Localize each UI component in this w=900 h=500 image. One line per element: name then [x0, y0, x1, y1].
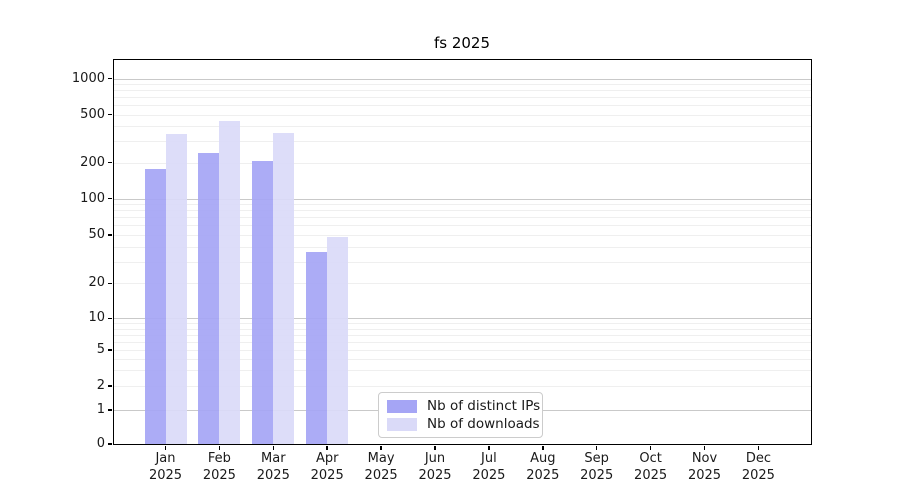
y-tick-label: 500: [80, 106, 105, 122]
legend-swatch-distinct-ips: [387, 399, 417, 413]
x-tick: [542, 445, 544, 450]
legend-swatch-downloads: [387, 417, 417, 431]
x-tick-label: Jul 2025: [472, 451, 506, 483]
x-tick: [218, 445, 221, 450]
gridline-minor: [113, 246, 811, 248]
gridline-minor: [113, 386, 811, 387]
x-tick: [164, 445, 167, 450]
bar-downloads-mar: [273, 133, 295, 444]
legend-label-distinct-ips: Nb of distinct IPs: [427, 398, 541, 414]
x-tick-label: Apr 2025: [310, 451, 344, 483]
gridline-minor: [113, 114, 811, 116]
y-tick-label: 200: [80, 154, 105, 170]
x-tick: [649, 445, 652, 450]
x-tick-label: Aug 2025: [526, 451, 560, 483]
gridline-minor: [113, 225, 811, 227]
y-tick-label: 2: [96, 378, 105, 393]
gridline-minor: [113, 162, 811, 164]
x-tick: [757, 445, 760, 450]
x-tick-label: Jun 2025: [418, 451, 452, 483]
x-tick-label: May 2025: [364, 451, 398, 483]
x-tick-label: Mar 2025: [256, 451, 290, 483]
y-tick: [107, 443, 112, 445]
gridline-minor: [113, 283, 811, 285]
gridline-minor: [113, 323, 811, 325]
gridline-major: [113, 318, 811, 320]
x-tick-label: Dec 2025: [741, 451, 775, 483]
gridline-minor: [113, 105, 811, 107]
x-tick-label: Sep 2025: [580, 451, 614, 483]
y-tick: [107, 385, 112, 387]
y-tick-label: 0: [96, 436, 105, 451]
bar-distinct-ips-mar: [252, 160, 274, 444]
y-tick-label: 10: [88, 310, 105, 326]
gridline-minor: [113, 126, 811, 128]
gridline-minor: [113, 97, 811, 99]
chart-title: fs 2025: [433, 34, 491, 52]
x-tick-label: Feb 2025: [202, 451, 236, 483]
legend-item-downloads: Nb of downloads: [387, 416, 540, 432]
x-tick-label: Jan 2025: [148, 451, 183, 483]
bar-distinct-ips-feb: [198, 152, 220, 444]
gridline-minor: [113, 334, 811, 336]
x-tick: [272, 445, 275, 450]
gridline-minor: [113, 204, 811, 206]
gridline-minor: [113, 90, 811, 92]
bar-downloads-feb: [219, 121, 241, 444]
y-tick: [107, 197, 112, 200]
gridline-minor: [113, 358, 811, 360]
gridline-minor: [113, 341, 811, 343]
gridline-minor: [113, 210, 811, 212]
gridline-minor: [113, 261, 811, 263]
x-tick: [380, 445, 382, 450]
legend: Nb of distinct IPs Nb of downloads: [378, 392, 543, 438]
gridline-minor: [113, 141, 811, 143]
y-tick-label: 5: [96, 342, 105, 357]
y-tick-label: 1: [96, 402, 105, 417]
y-tick-label: 50: [88, 227, 105, 242]
y-tick: [107, 161, 112, 164]
bar-downloads-jan: [165, 134, 187, 444]
x-tick: [703, 445, 706, 450]
bar-distinct-ips-jan: [144, 168, 166, 444]
x-tick: [326, 445, 328, 450]
y-tick: [107, 113, 112, 116]
y-tick: [107, 317, 112, 320]
bar-distinct-ips-apr: [306, 252, 328, 444]
legend-item-distinct-ips: Nb of distinct IPs: [387, 398, 540, 414]
x-tick: [595, 445, 598, 450]
plot-area: [112, 59, 812, 445]
y-tick-label: 100: [80, 190, 105, 206]
bar-downloads-apr: [327, 237, 349, 444]
y-tick-label: 20: [88, 275, 105, 291]
gridline-major: [113, 78, 811, 80]
gridline-minor: [113, 84, 811, 86]
gridline-major: [113, 198, 811, 200]
y-tick: [107, 77, 112, 80]
y-tick: [107, 234, 112, 236]
y-tick: [107, 349, 112, 351]
gridline-minor: [113, 328, 811, 330]
x-tick: [434, 445, 436, 450]
gridline-minor: [113, 350, 811, 351]
gridline-minor: [113, 370, 811, 372]
y-tick: [107, 282, 112, 285]
x-tick: [488, 445, 490, 450]
gridline-minor: [113, 217, 811, 219]
y-tick: [107, 409, 112, 411]
legend-label-downloads: Nb of downloads: [427, 416, 540, 432]
gridline-minor: [113, 235, 811, 236]
y-tick-label: 1000: [71, 70, 105, 86]
x-tick-label: Oct 2025: [634, 451, 668, 483]
x-tick-label: Nov 2025: [687, 451, 722, 483]
